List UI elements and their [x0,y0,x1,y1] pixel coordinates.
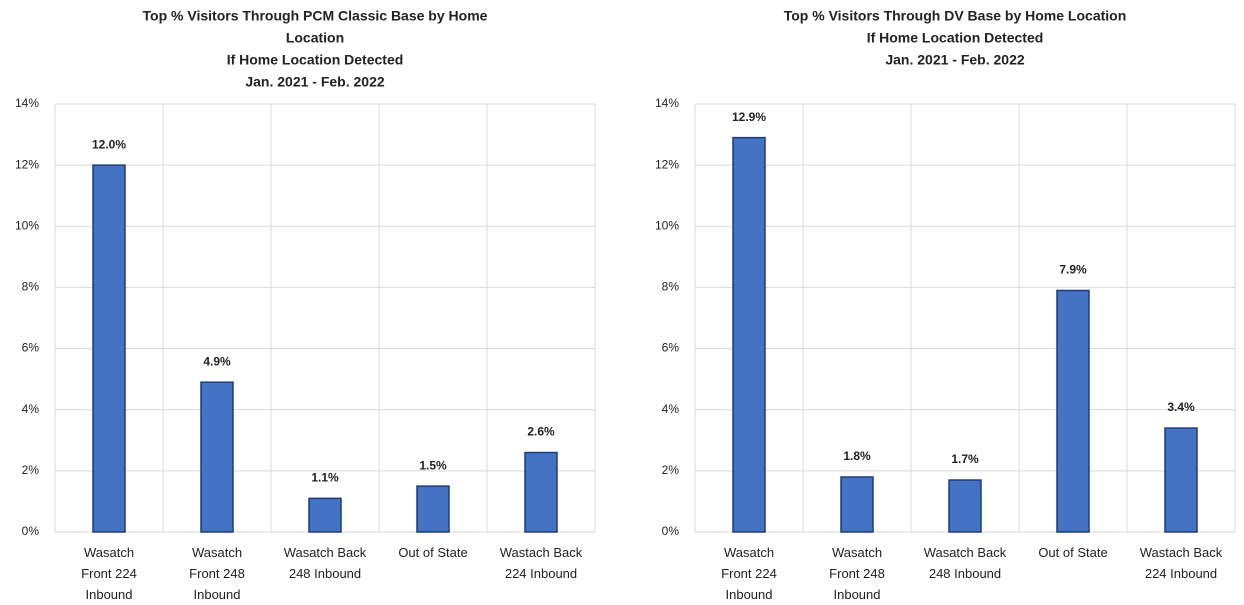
x-tick-label-line: 248 Inbound [929,566,1001,581]
x-tick-label: Wastach Back 224 Inbound [1140,545,1223,581]
bar [732,136,766,533]
x-tick-label: Out of State [398,545,467,560]
x-tick-label: Out of State [1038,545,1107,560]
y-tick-label: 10% [655,218,679,232]
bar [948,479,982,533]
x-tick-label: Wasatch Front 224 Inbound [81,545,137,602]
data-label: 1.1% [311,471,339,485]
y-tick-label: 12% [15,157,39,171]
x-tick-label: Wasatch Front 224 Inbound [721,545,777,602]
x-tick-label: Wastach Back 224 Inbound [500,545,583,581]
x-tick-label-line: Wasatch [832,545,882,560]
bar [1056,289,1090,533]
x-tick-label: Wasatch Front 248 Inbound [189,545,245,602]
y-tick-label: 6% [22,341,40,355]
chart-title: Jan. 2021 - Feb. 2022 [885,52,1025,68]
data-label: 1.7% [951,452,979,466]
y-tick-label: 4% [22,402,40,416]
x-tick-label-line: Wastach Back [1140,545,1223,560]
x-tick-label-line: Inbound [86,587,133,602]
x-tick-label-line: 248 Inbound [289,566,361,581]
x-tick-label-line: Wasatch [192,545,242,560]
x-tick-label-line: Out of State [398,545,467,560]
chart-title: If Home Location Detected [867,30,1044,46]
y-tick-label: 6% [662,341,680,355]
y-tick-label: 0% [662,524,680,538]
x-tick-label: Wasatch Front 248 Inbound [829,545,885,602]
x-tick-label-line: Front 248 [829,566,885,581]
x-tick-label: Wasatch Back 248 Inbound [924,545,1007,581]
x-tick-label-line: Wasatch Back [284,545,367,560]
x-tick-label-line: Front 224 [81,566,137,581]
x-tick-label-line: Wastach Back [500,545,583,560]
bar [92,164,126,533]
bar [524,451,558,533]
data-label: 12.9% [732,110,766,124]
x-tick-label-line: Front 248 [189,566,245,581]
bar [1164,427,1198,533]
x-tick-label-line: Wasatch [84,545,134,560]
x-tick-label-line: Wasatch [724,545,774,560]
y-tick-label: 10% [15,218,39,232]
data-label: 1.8% [843,449,871,463]
y-tick-label: 14% [655,96,679,110]
data-label: 1.5% [419,458,447,472]
chart-title: Top % Visitors Through PCM Classic Base … [143,8,488,24]
chart-title: Jan. 2021 - Feb. 2022 [245,74,385,90]
data-label: 3.4% [1167,400,1195,414]
x-tick-label-line: Inbound [834,587,881,602]
x-tick-label: Wasatch Back 248 Inbound [284,545,367,581]
data-label: 12.0% [92,137,126,151]
x-tick-label-line: 224 Inbound [505,566,577,581]
chart-title: If Home Location Detected [227,52,404,68]
bar [416,485,450,533]
y-tick-label: 8% [662,280,680,294]
bar [200,381,234,533]
y-tick-label: 2% [662,463,680,477]
chart-title: Location [286,30,344,46]
x-tick-label-line: Out of State [1038,545,1107,560]
chart-title: Top % Visitors Through DV Base by Home L… [784,8,1127,24]
data-label: 7.9% [1059,263,1087,277]
y-tick-label: 0% [22,524,40,538]
y-tick-label: 12% [655,157,679,171]
y-tick-label: 2% [22,463,40,477]
x-tick-label-line: Inbound [726,587,773,602]
data-label: 2.6% [527,425,555,439]
data-label: 4.9% [203,354,231,368]
y-tick-label: 8% [22,280,40,294]
x-tick-label-line: 224 Inbound [1145,566,1217,581]
x-tick-label-line: Wasatch Back [924,545,1007,560]
bar [840,476,874,533]
y-tick-label: 4% [662,402,680,416]
x-tick-label-line: Front 224 [721,566,777,581]
x-tick-label-line: Inbound [194,587,241,602]
bar [308,497,342,533]
y-tick-label: 14% [15,96,39,110]
